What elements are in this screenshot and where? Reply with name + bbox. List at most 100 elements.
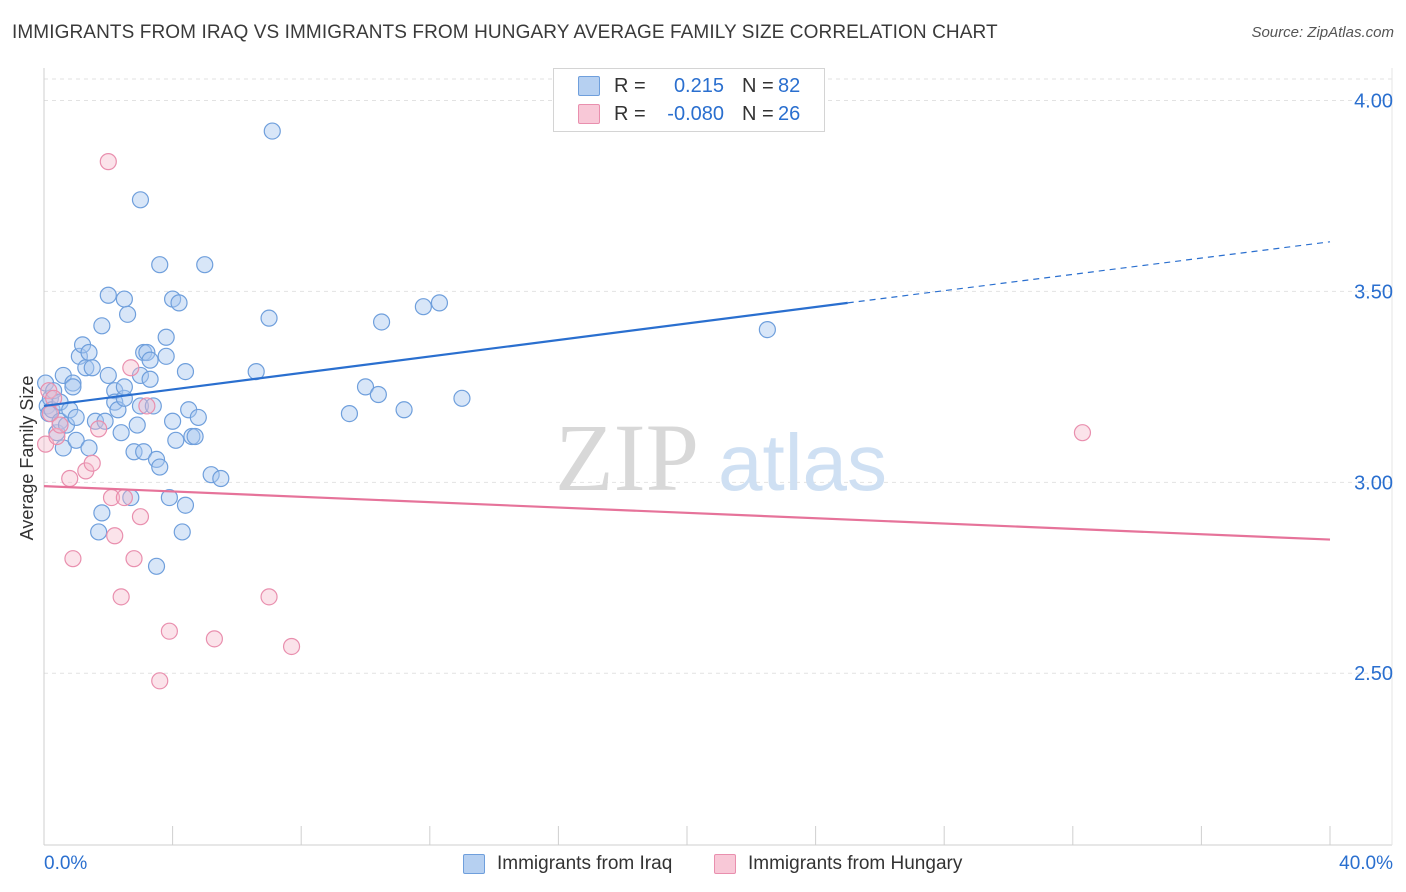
iraq-trend-extension — [847, 241, 1331, 304]
iraq-point — [99, 286, 117, 304]
iraq-point — [260, 309, 278, 327]
iraq-point — [212, 469, 230, 488]
hungary-point — [90, 420, 108, 438]
hungary-point — [160, 622, 178, 640]
bottom-legend-hungary: Immigrants from Hungary — [714, 852, 962, 876]
iraq-point — [135, 443, 153, 461]
bottom-legend-label-iraq: Immigrants from Iraq — [497, 853, 673, 874]
iraq-point — [64, 374, 82, 392]
iraq-point — [157, 347, 175, 365]
watermark-atlas: atlas — [718, 418, 887, 507]
legend-row-iraq: R = 0.215 N = 82 — [578, 72, 800, 100]
iraq-point — [202, 466, 220, 484]
iraq-point — [176, 363, 195, 381]
hungary-point — [45, 389, 63, 407]
y-tick-label: 4.00 — [1354, 91, 1393, 113]
iraq-point — [369, 385, 387, 404]
tick-labels: 4.00 3.50 3.00 2.50 0.0% 40.0% — [44, 91, 1393, 874]
iraq-point — [131, 191, 150, 209]
iraq-point — [186, 427, 204, 446]
iraq-point — [160, 488, 178, 507]
legend-swatch-hungary — [578, 104, 600, 124]
hungary-trend-line — [43, 485, 1331, 541]
iraq-point — [141, 351, 159, 369]
hungary-point — [64, 550, 82, 568]
bottom-legend-swatch-iraq — [463, 854, 485, 874]
iraq-point — [167, 431, 185, 449]
hungary-point — [131, 508, 150, 526]
iraq-point — [414, 298, 432, 316]
bottom-legend-label-hungary: Immigrants from Hungary — [748, 853, 963, 874]
iraq-trend-line — [43, 301, 848, 408]
iraq-point — [340, 404, 359, 423]
hungary-point — [1073, 424, 1092, 442]
legend-r-value-iraq: 0.215 — [673, 74, 724, 97]
iraq-point — [173, 523, 191, 541]
hungary-point — [122, 359, 140, 377]
iraq-point — [80, 343, 98, 362]
x-tick-label-max: 40.0% — [1339, 853, 1393, 874]
iraq-point — [90, 523, 108, 541]
y-tick-label: 2.50 — [1354, 663, 1393, 685]
iraq-point — [151, 256, 169, 274]
hungary-point — [83, 454, 101, 472]
iraq-point — [356, 378, 375, 396]
iraq-point — [372, 313, 391, 331]
watermark-zip: ZIP — [555, 404, 699, 511]
iraq-point — [147, 557, 166, 575]
hungary-point — [260, 588, 278, 606]
iraq-point — [170, 294, 188, 312]
iraq-point — [125, 443, 143, 461]
iraq-point — [115, 290, 133, 308]
legend-n-label: N = — [742, 102, 774, 125]
hungary-point — [106, 527, 124, 545]
hungary-point — [61, 469, 79, 488]
legend-row-hungary: R = -0.080 N = 26 — [578, 100, 800, 128]
iraq-point — [176, 496, 195, 514]
x-tick-label-min: 0.0% — [44, 853, 87, 874]
hungary-point — [115, 488, 133, 507]
iraq-point — [144, 397, 162, 415]
hungary-point — [205, 630, 223, 648]
gridlines — [44, 78, 1395, 674]
iraq-point — [64, 378, 82, 396]
hungary-point — [282, 637, 301, 656]
iraq-point — [196, 256, 214, 274]
iraq-point — [118, 305, 137, 323]
iraq-point — [453, 389, 471, 407]
iraq-point — [128, 416, 146, 434]
bottom-legend-swatch-hungary — [714, 854, 736, 874]
iraq-point — [430, 294, 449, 312]
iraq-point — [99, 366, 117, 385]
iraq-point — [67, 408, 85, 427]
iraq-point — [157, 328, 175, 346]
iraq-point — [67, 431, 85, 449]
hungary-point — [138, 397, 156, 415]
trend-lines — [43, 241, 1331, 541]
source-credit: Source: ZipAtlas.com — [1251, 24, 1394, 41]
hungary-point — [125, 550, 143, 568]
hungary-point — [112, 588, 130, 606]
iraq-point — [151, 458, 169, 476]
iraq-point — [189, 408, 207, 427]
iraq-point — [131, 397, 150, 415]
legend-n-label: N = — [742, 74, 774, 97]
iraq-point — [395, 401, 413, 419]
y-tick-label: 3.00 — [1354, 472, 1393, 494]
iraq-point — [112, 424, 130, 442]
legend-n-value-iraq: 82 — [778, 74, 801, 97]
iraq-point — [80, 439, 98, 457]
hungary-point — [51, 416, 69, 434]
iraq-point — [164, 412, 182, 430]
y-axis-label: Average Family Size — [17, 376, 37, 541]
chart-title: IMMIGRANTS FROM IRAQ VS IMMIGRANTS FROM … — [12, 22, 998, 43]
iraq-point — [93, 504, 111, 522]
legend-r-value-hungary: -0.080 — [667, 102, 724, 125]
points-hungary — [37, 153, 1092, 690]
iraq-point — [141, 370, 159, 388]
legend-swatch-iraq — [578, 76, 600, 96]
iraq-point — [758, 321, 776, 339]
watermark: ZIP atlas — [555, 404, 887, 511]
legend-r-label: R = — [614, 74, 646, 97]
